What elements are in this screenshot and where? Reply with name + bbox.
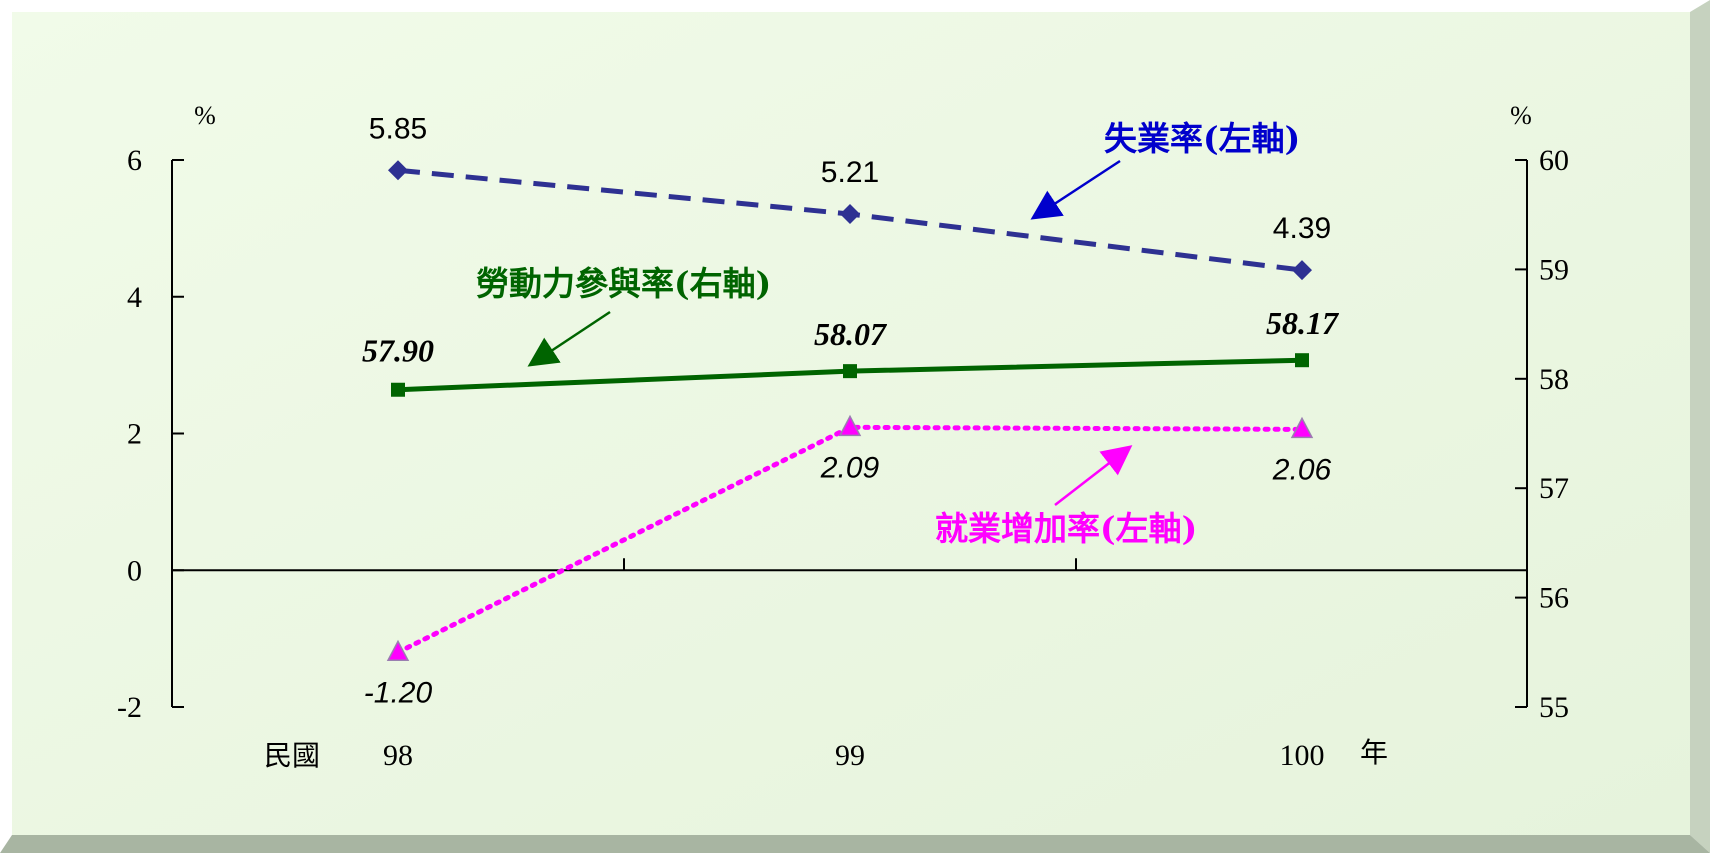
left-axis-tick-label: 0 xyxy=(127,554,142,587)
point-employment-growth xyxy=(1290,416,1314,439)
frame-bevel-bottom xyxy=(0,835,1710,853)
series-name-unemployment: 失業率(左軸) xyxy=(1104,119,1300,158)
point-unemployment xyxy=(840,204,860,225)
point-lfpr xyxy=(843,364,857,379)
right-axis-tick-label: 57 xyxy=(1539,472,1569,505)
series-name-employment-growth: 就業增加率(左軸) xyxy=(935,509,1197,548)
data-label-employment-growth: -1.20 xyxy=(364,676,433,709)
data-label-employment-growth: 2.06 xyxy=(1272,453,1332,486)
x-axis-tick-label: 100 xyxy=(1280,739,1325,772)
data-label-employment-growth: 2.09 xyxy=(820,451,880,484)
annotation-employment-growth: 就業增加率(左軸) xyxy=(935,445,1197,548)
x-axis-prefix: 民國 xyxy=(264,739,320,772)
data-label-unemployment: 5.21 xyxy=(821,156,879,189)
right-axis-tick-label: 58 xyxy=(1539,363,1569,396)
right-axis-tick-label: 55 xyxy=(1539,691,1569,724)
point-unemployment xyxy=(388,160,408,181)
frame-bevel-right xyxy=(1690,0,1710,853)
point-lfpr xyxy=(1295,353,1309,368)
point-employment-growth xyxy=(838,414,862,437)
point-employment-growth xyxy=(386,639,410,662)
series-name-lfpr: 勞動力參與率(右軸) xyxy=(476,264,771,303)
data-labels: 5.85 5.21 4.39 57.90 58.07 58.17 -1.20 2.09 2.06 xyxy=(362,112,1340,709)
x-axis-suffix: 年 xyxy=(1360,736,1388,769)
left-axis-tick-label: 2 xyxy=(127,418,142,451)
left-axis-tick-label: 4 xyxy=(127,281,142,314)
axes: 6420-2%605958575655%98 99 100民國年 xyxy=(117,101,1569,772)
data-label-unemployment: 4.39 xyxy=(1273,212,1331,245)
data-label-lfpr: 58.17 xyxy=(1266,305,1340,341)
annotation-lfpr: 勞動力參與率(右軸) xyxy=(476,264,771,367)
right-axis-unit: % xyxy=(1510,101,1532,130)
arrow-lfpr xyxy=(527,310,611,367)
right-axis-tick-label: 60 xyxy=(1539,144,1569,177)
left-axis-tick-label: -2 xyxy=(117,691,142,724)
point-lfpr xyxy=(391,382,405,397)
data-label-unemployment: 5.85 xyxy=(369,112,427,145)
x-axis-tick-label: 98 xyxy=(383,739,413,772)
data-label-lfpr: 58.07 xyxy=(814,316,888,352)
point-unemployment xyxy=(1292,260,1312,281)
x-axis-tick-label: 99 xyxy=(835,739,865,772)
data-label-lfpr: 57.90 xyxy=(362,333,434,369)
annotation-unemployment: 失業率(左軸) xyxy=(1030,119,1300,220)
series-layer xyxy=(386,160,1314,662)
arrow-employment-growth xyxy=(1054,445,1133,506)
arrow-unemployment xyxy=(1030,159,1121,220)
left-axis-unit: % xyxy=(194,101,216,130)
right-axis-tick-label: 56 xyxy=(1539,582,1569,615)
right-axis-tick-label: 59 xyxy=(1539,253,1569,286)
left-axis-tick-label: 6 xyxy=(127,144,142,177)
